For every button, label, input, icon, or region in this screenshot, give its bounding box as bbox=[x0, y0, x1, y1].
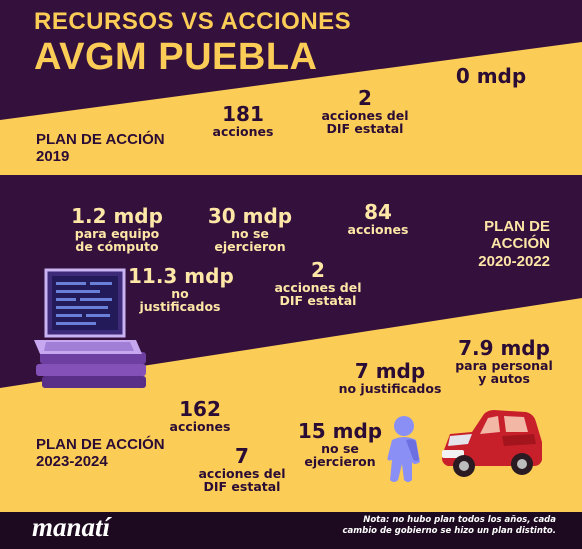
plan-2023-staff: 7.9 mdp para personal y autos bbox=[455, 336, 553, 387]
plan-2020-2022-label: PLAN DE ACCIÓN 2020-2022 bbox=[478, 218, 550, 270]
plan-2020-unjustified: 11.3 mdp no justificados bbox=[128, 264, 234, 315]
plan-2019-label: PLAN DE ACCIÓN 2019 bbox=[36, 131, 165, 166]
band-2019 bbox=[0, 42, 582, 175]
plan-2020-equipment: 1.2 mdp para equipo de cómputo bbox=[71, 204, 163, 255]
plan-2019-budget: 0 mdp bbox=[455, 64, 527, 88]
title-line-1: RECURSOS VS ACCIONES bbox=[34, 8, 352, 35]
plan-2019-actions: 181 acciones bbox=[212, 102, 274, 139]
plan-2020-actions: 84 acciones bbox=[347, 200, 409, 237]
plan-2023-actions: 162 acciones bbox=[169, 397, 231, 434]
plan-2019-dif: 2 acciones del DIF estatal bbox=[321, 86, 409, 137]
manati-logo: manatí bbox=[32, 512, 111, 542]
car-icon bbox=[442, 410, 542, 477]
plan-2020-dif: 2 acciones del DIF estatal bbox=[274, 258, 362, 309]
band-2023-2024 bbox=[0, 298, 582, 512]
plan-2020-unspent: 30 mdp no se ejercieron bbox=[207, 204, 293, 255]
person-icon bbox=[387, 416, 420, 482]
title-line-2: AVGM PUEBLA bbox=[34, 36, 318, 78]
plan-2023-2024-label: PLAN DE ACCIÓN 2023-2024 bbox=[36, 436, 165, 471]
footer-note: Nota: no hubo plan todos los años, cada … bbox=[342, 515, 556, 537]
laptop-icon bbox=[34, 268, 146, 388]
plan-2023-unjustified: 7 mdp no justificados bbox=[338, 359, 442, 396]
plan-2023-unspent: 15 mdp no se ejercieron bbox=[297, 419, 383, 470]
plan-2023-dif: 7 acciones del DIF estatal bbox=[198, 444, 286, 495]
